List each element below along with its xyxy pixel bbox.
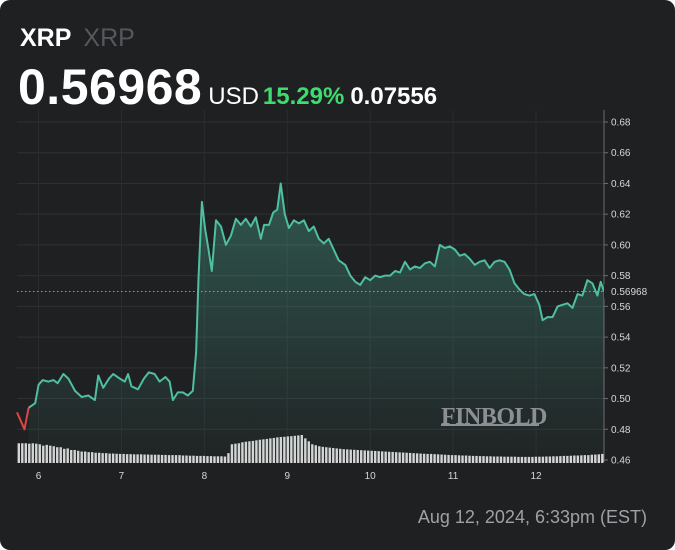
x-tick-label: 8	[202, 471, 208, 482]
y-tick-label: 0.52	[611, 363, 631, 374]
y-tick-label: 0.62	[611, 210, 631, 221]
y-tick-label: 0.68	[611, 118, 631, 129]
currency-label: USD	[208, 83, 259, 110]
volume-bar	[24, 443, 27, 463]
volume-bar	[17, 443, 20, 463]
y-tick-label: 0.48	[611, 425, 631, 436]
y-tick-label: 0.64	[611, 179, 631, 190]
current-price-label: 0.56968	[611, 287, 648, 298]
price-row: 0.56968 USD 15.29% 0.07556	[18, 58, 437, 116]
y-tick-label: 0.54	[611, 333, 631, 344]
y-tick-label: 0.56	[611, 302, 631, 313]
y-tick-label: 0.46	[611, 456, 631, 467]
x-tick-label: 10	[365, 471, 377, 482]
volume-bar	[21, 443, 24, 463]
y-tick-label: 0.50	[611, 394, 631, 405]
y-tick-label: 0.58	[611, 271, 631, 282]
x-tick-label: 7	[119, 471, 125, 482]
x-tick-label: 9	[285, 471, 291, 482]
current-price: 0.56968	[18, 59, 203, 115]
watermark-logo: FINBOLD	[441, 404, 547, 430]
price-line	[28, 182, 605, 409]
x-tick-label: 12	[530, 471, 542, 482]
x-tick-label: 6	[36, 471, 42, 482]
asset-name: XRP	[83, 24, 135, 52]
price-area	[28, 183, 605, 460]
watermark-underline	[441, 424, 539, 426]
y-tick-label: 0.66	[611, 148, 631, 159]
asset-symbol: XRP	[20, 24, 72, 52]
y-tick-label: 0.60	[611, 240, 631, 251]
timestamp: Aug 12, 2024, 6:33pm (EST)	[417, 507, 647, 527]
asset-title: XRP XRP	[20, 24, 135, 53]
current-price-tag	[604, 284, 650, 299]
x-tick-label: 11	[448, 471, 459, 482]
change-percent: 15.29%	[262, 83, 345, 110]
price-line-negative	[16, 407, 30, 431]
change-value: 0.07556	[350, 83, 438, 110]
